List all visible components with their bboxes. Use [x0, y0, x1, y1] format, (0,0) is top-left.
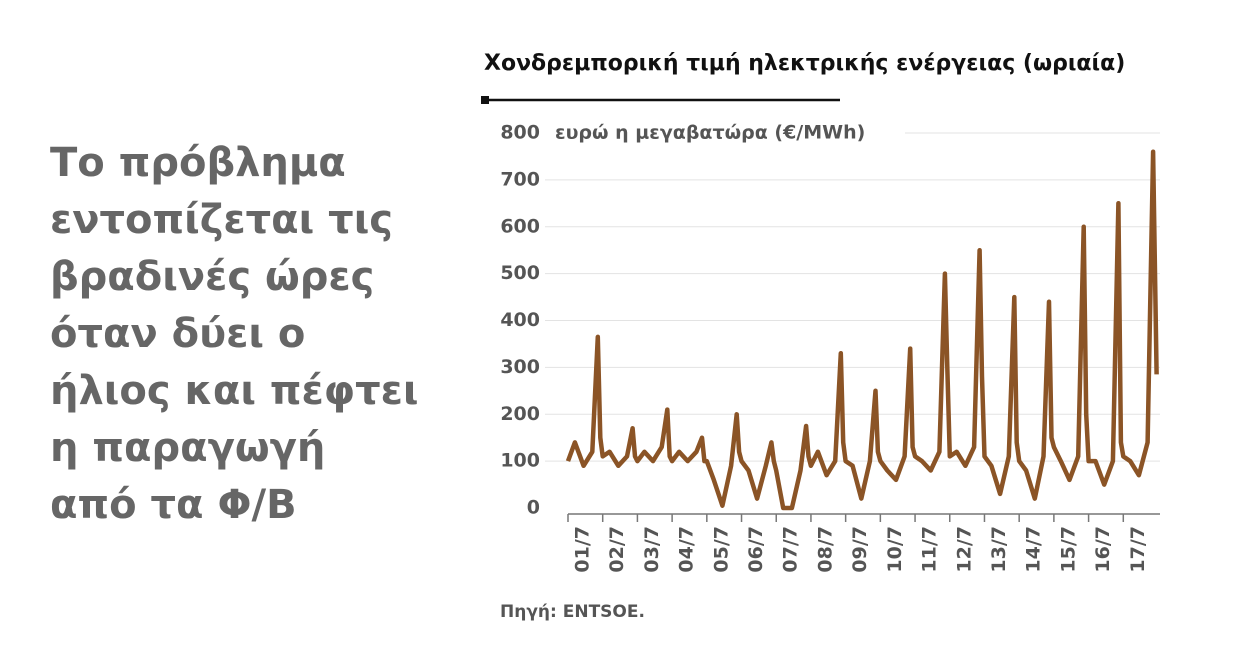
body-text: Το πρόβλημα — [50, 140, 346, 186]
x-tick-label: 14/7 — [1023, 526, 1045, 573]
x-tick-label: 12/7 — [953, 526, 975, 573]
y-tick-label: 100 — [500, 450, 540, 472]
x-tick-label: 17/7 — [1127, 526, 1149, 573]
x-tick-label: 02/7 — [606, 526, 628, 573]
y-tick-label: 700 — [500, 168, 540, 190]
x-tick-label: 01/7 — [572, 526, 594, 573]
x-tick-label: 05/7 — [710, 526, 732, 573]
body-text: η παραγωγή — [50, 425, 325, 471]
y-tick-label: 500 — [500, 262, 540, 284]
x-tick-label: 09/7 — [849, 526, 871, 573]
x-tick-label: 10/7 — [884, 526, 906, 573]
chart-title: Χονδρεμπορική τιμή ηλεκτρικής ενέργειας … — [484, 51, 1125, 76]
body-text: βραδινές ώρες — [50, 254, 374, 300]
source: Πηγή: ENTSOE. — [500, 602, 645, 622]
body-text: εντοπίζεται τις — [50, 197, 393, 243]
x-tick-label: 06/7 — [745, 526, 767, 573]
x-tick-label: 04/7 — [676, 526, 698, 573]
y-tick-label: 600 — [500, 215, 540, 237]
y-tick-label: 200 — [500, 403, 540, 425]
x-tick-label: 16/7 — [1092, 526, 1114, 573]
x-tick-label: 11/7 — [919, 526, 941, 573]
x-tick-label: 15/7 — [1057, 526, 1079, 573]
y-tick-label: 300 — [500, 356, 540, 378]
y-tick-label: 800 — [500, 122, 540, 144]
body-text: από τα Φ/Β — [50, 482, 297, 528]
x-tick-label: 07/7 — [780, 526, 802, 573]
x-tick-label: 13/7 — [988, 526, 1010, 573]
price-line — [565, 149, 1159, 511]
y-tick-label: 0 — [527, 497, 540, 519]
body-text: ήλιος και πέφτει — [50, 368, 418, 414]
x-tick-label: 08/7 — [814, 526, 836, 573]
title-rule-marker — [481, 96, 489, 104]
x-tick-label: 03/7 — [641, 526, 663, 573]
body-text: όταν δύει ο — [50, 311, 305, 357]
y-tick-label: 400 — [500, 309, 540, 331]
y-axis-label: ευρώ η μεγαβατώρα (€/MWh) — [555, 122, 865, 144]
